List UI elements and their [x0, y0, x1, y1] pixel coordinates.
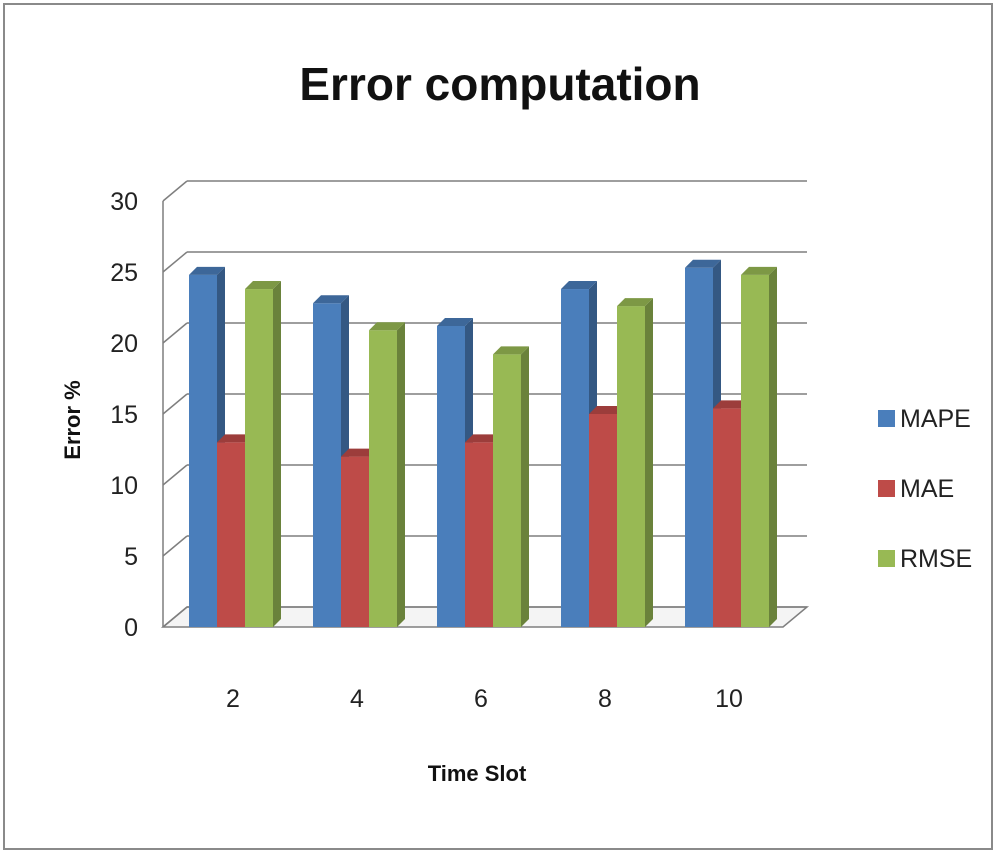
bar-front [189, 274, 217, 627]
chart-title: Error computation [299, 58, 700, 110]
x-tick-label: 8 [598, 685, 612, 713]
legend: MAPE MAE RMSE [878, 405, 972, 573]
legend-label: MAPE [900, 405, 971, 433]
bar-rmse-2 [245, 281, 281, 627]
y-tick-label: 30 [110, 188, 138, 216]
legend-swatch [878, 410, 895, 427]
bar-top [313, 295, 349, 304]
bar-top [217, 434, 253, 443]
bar-front [217, 442, 245, 627]
x-tick-label: 6 [474, 685, 488, 713]
bar-front [493, 354, 521, 627]
legend-item-rmse: RMSE [878, 545, 972, 573]
bar-rmse-6 [493, 346, 529, 627]
bar-top [189, 266, 225, 275]
bar-side [645, 298, 653, 627]
x-tick-label: 2 [226, 685, 240, 713]
bar-front [617, 306, 645, 627]
bar-top [589, 406, 625, 414]
bar-rmse-4 [369, 322, 405, 627]
gridline-side [162, 180, 188, 202]
bar-front [245, 289, 273, 627]
bar-front [741, 274, 769, 627]
x-axis-title: Time Slot [428, 761, 527, 786]
y-axis-title: Error % [60, 380, 85, 459]
x-tick-label: 10 [715, 685, 743, 713]
y-tick-label: 20 [110, 330, 138, 358]
gridline-side [162, 251, 188, 273]
bar-front [313, 303, 341, 627]
y-tick-labels: 0 5 10 15 20 25 30 [110, 188, 138, 642]
bar-front [465, 442, 493, 627]
bar-top [713, 400, 749, 409]
bars [189, 259, 777, 627]
gridline-side [162, 606, 188, 628]
bar-top [617, 298, 653, 307]
y-tick-label: 0 [124, 614, 138, 642]
legend-item-mae: MAE [878, 475, 954, 503]
legend-item-mape: MAPE [878, 405, 971, 433]
gridline-side [162, 464, 188, 486]
bar-top [369, 322, 405, 331]
bar-rmse-8 [617, 298, 653, 627]
bar-top [437, 317, 473, 326]
y-tick-label: 15 [110, 401, 138, 429]
legend-label: MAE [900, 475, 954, 503]
y-tick-label: 5 [124, 543, 138, 571]
bar-top [493, 346, 529, 355]
bar-front [561, 289, 589, 627]
bar-top [741, 266, 777, 275]
x-tick-label: 4 [350, 685, 364, 713]
legend-swatch [878, 480, 895, 497]
legend-label: RMSE [900, 545, 972, 573]
gridline-side [162, 535, 188, 557]
gridline-side [162, 393, 188, 415]
bar-front [369, 330, 397, 627]
bar-top [341, 448, 377, 457]
bar-top [245, 281, 281, 290]
bar-top [561, 281, 597, 290]
bar-rmse-10 [741, 266, 777, 627]
bar-top [685, 259, 721, 268]
bar-side [397, 322, 405, 627]
bar-front [341, 456, 369, 627]
bar-side [521, 346, 529, 627]
bar-top [465, 434, 501, 443]
y-tick-label: 25 [110, 259, 138, 287]
bar-front [713, 408, 741, 627]
x-tick-labels: 2 4 6 8 10 [226, 685, 743, 713]
bar-front [589, 414, 617, 627]
y-tick-label: 10 [110, 472, 138, 500]
bar-side [769, 266, 777, 627]
bar-side [273, 281, 281, 627]
gridline-side [162, 322, 188, 344]
legend-swatch [878, 550, 895, 567]
bar-front [685, 267, 713, 627]
bar-front [437, 325, 465, 627]
